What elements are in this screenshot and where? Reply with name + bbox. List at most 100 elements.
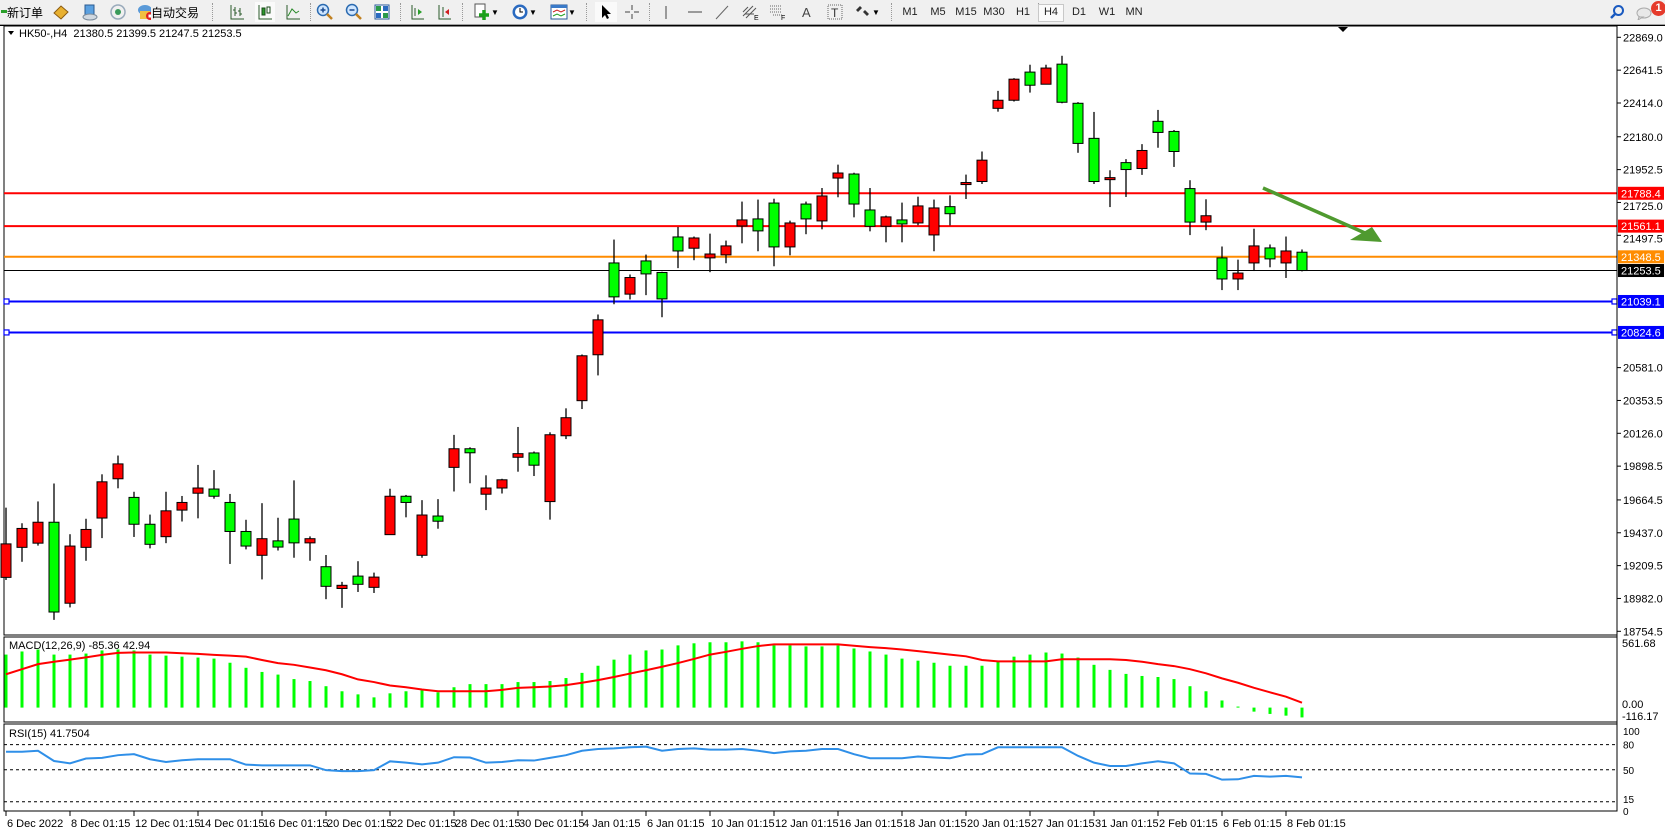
macd-bar <box>628 654 632 708</box>
cursor-icon <box>602 5 611 19</box>
chart-shift-marker-icon[interactable] <box>1338 27 1348 32</box>
candle <box>784 222 796 248</box>
candle <box>848 173 860 205</box>
candle <box>608 262 620 298</box>
market-watch-button[interactable] <box>51 2 71 22</box>
arrows-button[interactable]: ▼ <box>852 2 882 22</box>
macd-bar <box>804 646 808 708</box>
macd-bar <box>660 649 664 708</box>
auto-trading-label: 自动交易 <box>150 5 199 20</box>
macd-bar <box>1252 707 1256 712</box>
macd-bar <box>68 654 72 708</box>
auto-scroll-button[interactable] <box>434 2 454 22</box>
timeframe-h1[interactable]: H1 <box>1015 6 1031 18</box>
macd-bar <box>244 667 248 708</box>
zoom-out-button[interactable] <box>344 2 364 22</box>
new-order-button[interactable]: 新订单 <box>0 2 44 22</box>
time-tick-label: 10 Jan 01:15 <box>711 818 775 830</box>
templates-button[interactable]: ▼ <box>546 2 580 22</box>
macd-bar <box>468 684 472 708</box>
chart-shift-button[interactable] <box>407 2 427 22</box>
price-line-label-bg <box>1618 219 1664 233</box>
vertical-line-icon <box>665 6 667 19</box>
timeframe-m15[interactable]: M15 <box>955 6 977 18</box>
macd-bar <box>740 641 744 708</box>
candle <box>944 206 956 215</box>
search-icon <box>1610 5 1624 19</box>
time-tick-label: 30 Dec 01:15 <box>519 818 584 830</box>
rsi-axis-label: 0 <box>1623 807 1629 818</box>
notifications-icon <box>1636 7 1652 20</box>
horizontal-line-button[interactable] <box>685 2 705 22</box>
notifications-button[interactable] <box>1634 2 1654 22</box>
candle <box>96 481 108 519</box>
arrow-shaft[interactable] <box>1262 186 1366 235</box>
tile-windows-button[interactable] <box>372 2 392 22</box>
candle <box>736 219 748 227</box>
time-tick-label: 4 Jan 01:15 <box>583 818 641 830</box>
candle <box>816 195 828 222</box>
timeframe-m30[interactable]: M30 <box>983 6 1005 18</box>
candle <box>480 487 492 495</box>
candle <box>16 527 28 548</box>
svg-text:E: E <box>754 15 759 21</box>
macd-bar <box>452 687 456 708</box>
timeframe-w1[interactable]: W1 <box>1098 6 1116 18</box>
candle <box>416 514 428 556</box>
chart-menu-triangle-icon[interactable] <box>8 31 14 35</box>
macd-bar <box>260 671 264 708</box>
crosshair-button[interactable] <box>622 2 642 22</box>
periods-button[interactable]: ▼ <box>508 2 540 22</box>
market-watch-icon <box>53 5 69 20</box>
data-window-button[interactable] <box>80 2 100 22</box>
signals-button[interactable] <box>108 2 128 22</box>
new-order-icon <box>0 10 7 13</box>
bar-chart-button[interactable] <box>227 2 247 22</box>
trendline-button[interactable] <box>712 2 732 22</box>
equidistant-channel-button[interactable]: E <box>741 2 761 22</box>
line-handle[interactable] <box>3 329 10 336</box>
timeframe-h4[interactable]: H4 <box>1038 4 1064 22</box>
candle <box>1088 137 1100 183</box>
macd-axis-label: -116.17 <box>1622 711 1659 723</box>
rsi-line <box>6 745 1303 781</box>
candle <box>656 271 668 300</box>
timeframe-m5[interactable]: M5 <box>930 6 946 18</box>
macd-bar <box>132 650 136 708</box>
macd-bar <box>1220 700 1224 708</box>
candle <box>368 576 380 588</box>
trendline-icon <box>715 5 729 20</box>
cursor-button[interactable] <box>595 2 617 22</box>
line-handle[interactable] <box>3 298 10 305</box>
line-chart-button[interactable] <box>283 2 303 22</box>
price-line-label-bg <box>1618 186 1664 200</box>
candle <box>992 99 1004 109</box>
macd-bar <box>420 690 424 708</box>
candlestick-button[interactable] <box>255 2 275 22</box>
macd-bar <box>356 694 360 708</box>
fibonacci-button[interactable]: F <box>768 2 788 22</box>
macd-bar <box>1268 707 1272 714</box>
annotation-arrow[interactable] <box>1262 186 1382 242</box>
auto-trading-button[interactable]: 自动交易 <box>137 2 199 22</box>
timeframe-mn[interactable]: MN <box>1125 6 1143 18</box>
price-line-label: 21788.4 <box>1621 188 1661 200</box>
line-handle[interactable] <box>1611 298 1618 305</box>
vertical-line-button[interactable] <box>656 2 676 22</box>
zoom-in-button[interactable] <box>315 2 335 22</box>
price-line-label-bg <box>1618 264 1664 278</box>
price-tick-label: 21497.5 <box>1623 234 1663 246</box>
macd-bar <box>964 665 968 708</box>
text-button[interactable]: A <box>797 2 817 22</box>
search-button[interactable] <box>1607 2 1627 22</box>
line-handle[interactable] <box>1611 329 1618 336</box>
timeframe-d1[interactable]: D1 <box>1071 6 1087 18</box>
macd-bar <box>884 654 888 708</box>
new-chart-button[interactable]: ▼ <box>470 2 502 22</box>
macd-bar <box>596 665 600 708</box>
text-label-button[interactable]: T <box>825 2 845 22</box>
timeframe-m1[interactable]: M1 <box>902 6 918 18</box>
candle <box>1072 102 1084 144</box>
price-tick-label: 22641.5 <box>1623 65 1663 77</box>
